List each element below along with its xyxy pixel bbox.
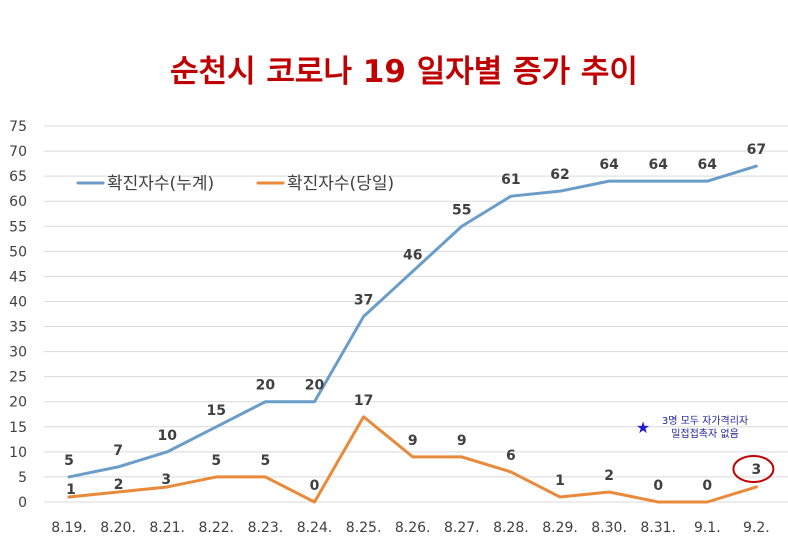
y-tick-label: 5 — [18, 470, 27, 486]
data-label: 2 — [114, 477, 124, 493]
data-label: 1 — [555, 473, 565, 489]
data-label: 7 — [113, 443, 123, 459]
y-tick-label: 20 — [9, 395, 27, 411]
annotation: ★ 3명 모두 자가격리자 밀접접촉자 없음 — [636, 414, 775, 483]
series-line-cumulative — [67, 164, 758, 479]
data-label: 5 — [64, 453, 74, 469]
data-label: 2 — [604, 468, 614, 484]
legend-label-cumulative: 확진자수(누계) — [107, 174, 214, 194]
data-label: 0 — [702, 478, 712, 494]
chart-title: 순천시 코로나 19 일자별 증가 추이 — [170, 54, 638, 90]
highlight-circle — [732, 454, 775, 483]
data-label: 64 — [599, 157, 619, 173]
y-tick-label: 65 — [9, 169, 27, 185]
x-tick-label: 8.31. — [640, 520, 676, 536]
y-tick-label: 55 — [9, 219, 27, 235]
data-label: 17 — [354, 393, 373, 409]
data-label: 6 — [506, 448, 516, 464]
x-tick-label: 8.25. — [346, 520, 382, 536]
data-label: 37 — [354, 293, 373, 309]
series-line-daily — [67, 415, 758, 504]
annotation-line-2: 밀접접촉자 없음 — [671, 427, 739, 440]
data-label: 64 — [648, 157, 668, 173]
data-label: 10 — [157, 428, 177, 444]
x-tick-label: 8.21. — [149, 520, 185, 536]
data-label: 62 — [550, 167, 569, 183]
x-tick-label: 8.29. — [542, 520, 578, 536]
x-tick-label: 8.19. — [51, 520, 87, 536]
data-label: 1 — [66, 482, 76, 498]
y-tick-label: 25 — [9, 370, 27, 386]
x-axis-ticks: 8.19. 8.20. 8.21. 8.22. 8.23. 8.24. 8.25. 8.26.… — [51, 520, 770, 536]
y-tick-label: 30 — [9, 345, 27, 361]
data-label: 64 — [698, 157, 718, 173]
y-tick-label: 35 — [9, 320, 27, 336]
grid-lines — [44, 125, 788, 503]
y-tick-label: 50 — [9, 244, 27, 260]
y-tick-label: 70 — [9, 144, 27, 160]
data-label: 15 — [207, 403, 226, 419]
y-tick-label: 45 — [9, 269, 27, 285]
data-label: 3 — [161, 472, 171, 488]
legend-label-daily: 확진자수(당일) — [287, 174, 394, 194]
x-tick-label: 9.2. — [743, 520, 770, 536]
data-label: 3 — [752, 462, 762, 478]
data-label: 46 — [403, 247, 422, 263]
data-label: 9 — [408, 433, 418, 449]
data-label: 20 — [305, 378, 325, 394]
data-label: 5 — [211, 453, 221, 469]
x-tick-label: 8.23. — [248, 520, 284, 536]
x-tick-label: 8.26. — [395, 520, 431, 536]
x-tick-label: 8.28. — [493, 520, 529, 536]
data-label: 5 — [261, 453, 271, 469]
y-tick-label: 15 — [9, 420, 27, 436]
y-tick-label: 75 — [9, 119, 27, 135]
legend: 확진자수(누계) 확진자수(당일) — [76, 174, 394, 194]
data-label: 61 — [501, 172, 520, 188]
data-label: 0 — [310, 478, 320, 494]
y-tick-label: 40 — [9, 294, 27, 310]
x-tick-label: 8.22. — [198, 520, 234, 536]
y-tick-label: 0 — [18, 495, 27, 511]
y-tick-label: 10 — [9, 445, 27, 461]
x-tick-label: 8.20. — [100, 520, 136, 536]
y-tick-label: 60 — [9, 194, 27, 210]
data-label: 67 — [747, 142, 766, 158]
series-lines — [67, 164, 758, 504]
annotation-line-1: 3명 모두 자가격리자 — [662, 414, 748, 427]
x-tick-label: 8.27. — [444, 520, 480, 536]
star-icon: ★ — [636, 418, 650, 437]
x-tick-label: 8.30. — [591, 520, 627, 536]
data-label: 55 — [452, 202, 471, 218]
data-label: 9 — [457, 433, 467, 449]
data-label: 0 — [653, 478, 663, 494]
y-axis-ticks: 0 5 10 15 20 25 30 35 40 45 50 55 60 65 70 75 — [9, 119, 27, 511]
x-tick-label: 9.1. — [694, 520, 721, 536]
x-tick-label: 8.24. — [297, 520, 333, 536]
data-label: 20 — [256, 378, 276, 394]
